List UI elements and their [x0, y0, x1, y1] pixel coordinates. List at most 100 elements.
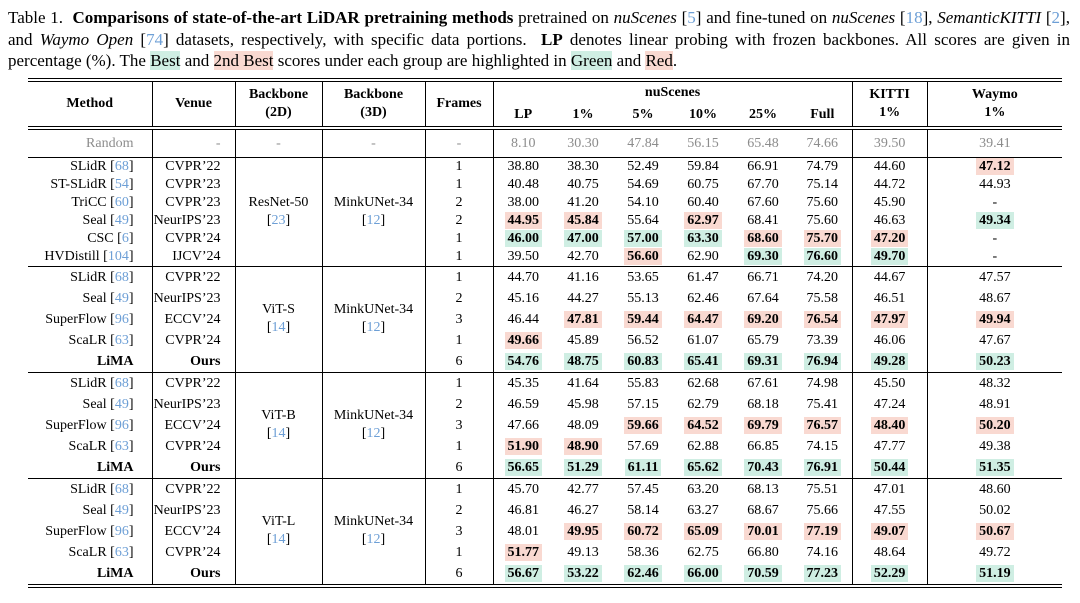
citation-link[interactable]: 18	[905, 8, 923, 27]
backbone-citation: [23]	[266, 212, 291, 228]
citation-link[interactable]: 96	[114, 417, 129, 433]
citation-link[interactable]: 49	[114, 212, 129, 228]
table-row: LiMA Ours 6 54.76 48.75 60.83 65.41 69.31 76.94 4…	[28, 350, 1062, 373]
venue-name: Ours	[190, 565, 221, 581]
table-row: SLidR [68] CVPR’22 ResNet-50 [23] MinkUNet-3…	[28, 156, 1063, 267]
citation-link[interactable]: 96	[114, 523, 129, 539]
best-score: 54.76	[504, 352, 542, 370]
score-cell: 47.67	[979, 332, 1011, 348]
score-cell: 51.90	[493, 436, 553, 457]
citation-link[interactable]: 14	[271, 426, 286, 442]
score-cell: 50.20	[927, 415, 1062, 436]
table-row: SLidR [68] CVPR’22 ViT-B [14] MinkUNet-34 [12…	[28, 371, 1063, 479]
citation-link[interactable]: 49	[114, 502, 129, 518]
citation-link[interactable]: 49	[114, 290, 129, 306]
score-cell: 76.91	[793, 456, 853, 479]
frames-cell: 2	[425, 193, 494, 212]
citation-link[interactable]: 63	[114, 332, 129, 348]
score-cell: 63.27	[687, 502, 719, 518]
score-cell: 75.66	[793, 499, 853, 521]
method-cell: SLidR [68]	[28, 371, 153, 394]
venue-cell: -	[152, 127, 236, 158]
method-name: LiMA	[96, 459, 134, 475]
best-score: 51.35	[976, 458, 1014, 476]
citation-link[interactable]: 54	[114, 176, 129, 192]
citation-link[interactable]: 12	[366, 320, 381, 336]
citation-link[interactable]: 63	[114, 438, 129, 454]
citation-link[interactable]: 104	[107, 248, 129, 264]
score-cell: 62.46	[613, 563, 673, 586]
score-cell: -	[992, 230, 998, 246]
method-cell: SLidR [68]	[28, 477, 153, 500]
citation-link[interactable]: 5	[687, 8, 696, 27]
backbone-name: MinkUNet-34	[333, 194, 414, 210]
citation-link[interactable]: 49	[114, 396, 129, 412]
citation-link[interactable]: 12	[366, 426, 381, 442]
score-cell: 60.75	[687, 176, 719, 192]
caption-text: Red	[645, 51, 673, 71]
score-cell: 57.45	[613, 477, 673, 500]
best-score: 66.00	[684, 564, 722, 582]
score-cell: 63.20	[673, 477, 733, 500]
score-cell: 59.66	[613, 415, 673, 436]
backbone-citation: [12]	[361, 212, 386, 228]
citation-link[interactable]: 68	[114, 481, 129, 497]
score-cell: 60.40	[687, 194, 719, 210]
caption-text: .	[672, 51, 678, 71]
method-name: SuperFlow	[45, 417, 107, 433]
caption-text: pretrained on	[513, 8, 614, 27]
score-cell: 56.60	[613, 247, 673, 267]
method-cell: LiMA	[28, 562, 153, 586]
citation-link[interactable]: 96	[114, 311, 129, 327]
citation-link[interactable]: 14	[271, 532, 286, 548]
score-cell: 55.83	[613, 371, 673, 394]
method-cell: SLidR [68]	[28, 265, 153, 288]
second-best-score: 59.44	[624, 310, 662, 328]
citation-link[interactable]: 63	[114, 544, 129, 560]
citation-link[interactable]: 6	[121, 230, 129, 246]
caption-text: Best	[150, 51, 181, 71]
citation-link[interactable]: 68	[114, 375, 129, 391]
score-cell: 65.62	[673, 457, 733, 479]
venue-name: CVPR’23	[165, 194, 221, 210]
method-name: Seal	[82, 212, 107, 228]
score-cell: 77.19	[793, 520, 853, 542]
score-cell: 69.79	[733, 415, 793, 436]
score-cell: 60.72	[613, 521, 673, 542]
citation-link[interactable]: 2	[1051, 8, 1061, 27]
citation-link[interactable]: 12	[366, 532, 381, 548]
second-best-score: 49.95	[564, 522, 602, 540]
score-cell: 62.68	[673, 371, 733, 394]
citation-link[interactable]: 14	[271, 320, 286, 336]
second-best-score: 56.60	[624, 247, 662, 265]
citation-link[interactable]: 60	[114, 194, 129, 210]
score-cell: 47.01	[852, 477, 928, 500]
score-cell: 54.76	[493, 351, 553, 373]
citation-link[interactable]: 74	[146, 29, 164, 49]
score-cell: 48.75	[553, 351, 613, 373]
venue-name: CVPR’24	[165, 332, 221, 348]
venue-name: -	[215, 135, 221, 151]
score-cell: 74.79	[793, 156, 853, 176]
citation-link[interactable]: 23	[271, 212, 286, 228]
backbone-name: MinkUNet-34	[333, 514, 414, 530]
score-cell: 42.77	[553, 477, 613, 500]
citation-link[interactable]: 68	[114, 158, 129, 174]
score-cell: 52.49	[613, 156, 673, 176]
second-best-score: 48.40	[870, 416, 909, 434]
score-cell: 48.60	[927, 477, 1063, 500]
score-cell: 47.84	[613, 127, 673, 158]
score-cell: 45.50	[852, 371, 928, 394]
frames-cell: 3	[425, 308, 494, 330]
score-cell: 75.51	[793, 477, 853, 500]
best-score: 65.41	[684, 352, 722, 370]
citation-link[interactable]: 68	[114, 269, 129, 285]
citation-link[interactable]: 12	[366, 212, 381, 228]
table-row: ScaLR [63] CVPR’24 1 49.66 45.89 56.52 61.07 65…	[28, 329, 1062, 351]
score-cell: 50.44	[852, 456, 928, 479]
table-row: Seal [49] NeurIPS’23 2 45.16 44.27 55.13 62.46…	[28, 287, 1062, 309]
venue-name: CVPR’22	[165, 269, 221, 285]
venue-name: ECCV’24	[164, 417, 221, 433]
venue-cell: NeurIPS’23	[152, 499, 236, 521]
method-cell: Seal [49]	[28, 499, 153, 521]
